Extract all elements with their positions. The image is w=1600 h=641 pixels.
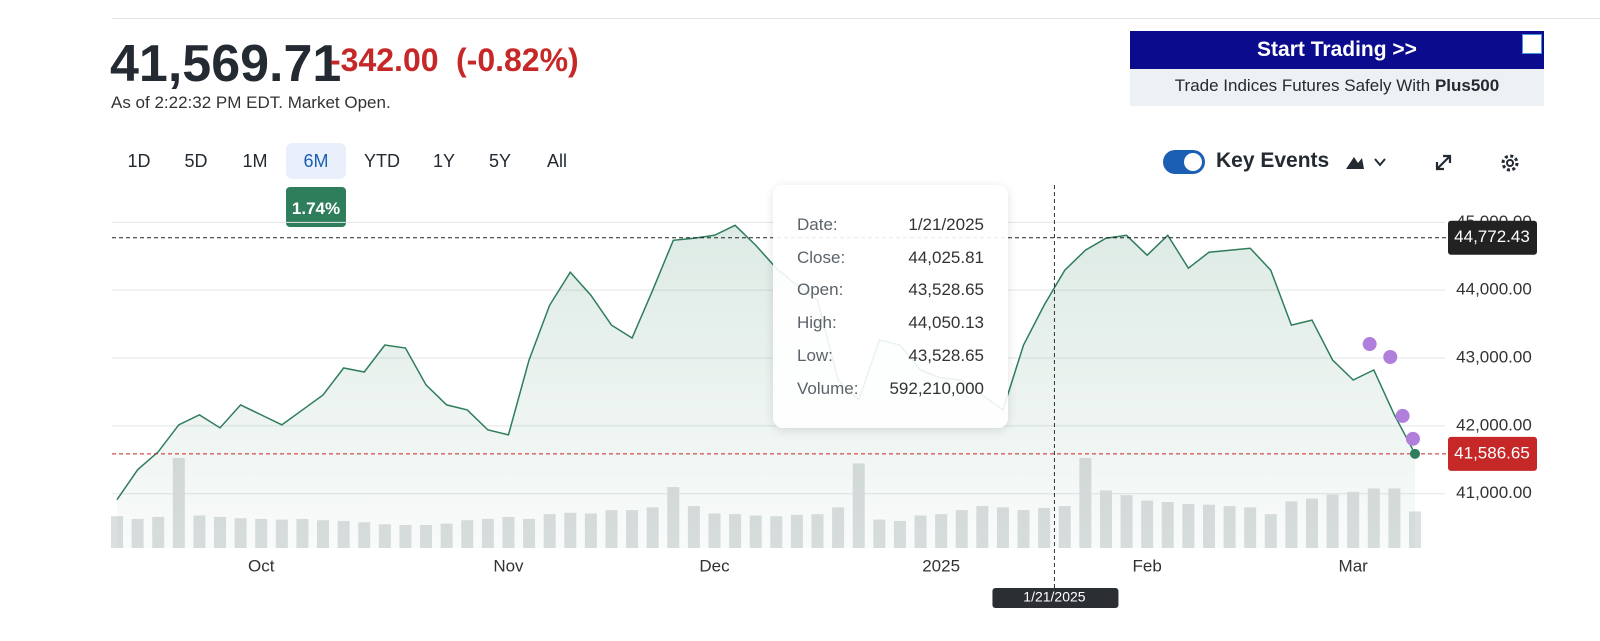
range-button[interactable]: 1Y: [432, 151, 456, 171]
event-marker[interactable]: [1362, 337, 1377, 352]
change: -342.00: [330, 42, 439, 78]
crosshair-label: 1/21/2025: [1023, 589, 1085, 605]
line: [116, 224, 1416, 501]
y-tick-label: 41,000.00: [1456, 483, 1532, 502]
x-tick-label: Feb: [1133, 556, 1162, 575]
tooltip-value: 44,025.81: [908, 247, 984, 267]
reference-badge: [1448, 436, 1537, 471]
ad-text: Trade Indices Futures Safely With: [1174, 76, 1431, 95]
tooltip-label: Close:: [797, 247, 846, 267]
tooltip-label: Low:: [797, 345, 833, 365]
ad-headline[interactable]: Start Trading >>: [1130, 31, 1544, 69]
ad-text-row[interactable]: Trade Indices Futures Safely With Plus50…: [1130, 69, 1544, 106]
range-button[interactable]: 1M: [242, 151, 268, 171]
y-tick-label: 43,000.00: [1456, 348, 1532, 367]
x-tick-label: Oct: [248, 556, 275, 575]
settings-icon-center[interactable]: [1506, 159, 1514, 167]
area: [117, 225, 1415, 549]
range-button[interactable]: 5Y: [488, 151, 512, 171]
event-marker[interactable]: [1383, 350, 1398, 365]
x-tick-label: Nov: [493, 556, 524, 575]
tooltip-value: 1/21/2025: [908, 215, 984, 234]
x-tick-label: Mar: [1339, 556, 1369, 575]
range-button[interactable]: 5D: [184, 151, 208, 171]
range-button[interactable]: 1D: [127, 151, 151, 171]
tooltip-label: Open:: [797, 280, 844, 300]
x-tick-label: Dec: [699, 556, 730, 575]
reference-label: 41,586.65: [1454, 443, 1530, 462]
tooltip-value: 43,528.65: [908, 345, 984, 365]
tooltip-label: Date:: [797, 215, 838, 234]
range-button[interactable]: 6M: [286, 143, 346, 179]
range-button[interactable]: All: [546, 151, 567, 171]
tooltip-value: 43,528.65: [908, 280, 984, 300]
divider: [112, 18, 1600, 19]
tooltip-value: 44,050.13: [908, 313, 984, 333]
key-events-label: Key Events: [1216, 149, 1330, 172]
key-events-toggle[interactable]: [1163, 150, 1205, 174]
fullscreen-icon[interactable]: [1435, 154, 1452, 171]
y-tick-label: 42,000.00: [1456, 415, 1532, 434]
last-point: [1410, 448, 1420, 459]
reference-badge: [1448, 220, 1537, 255]
tooltip-label: High:: [797, 313, 837, 333]
ad-choices-icon[interactable]: [1522, 34, 1542, 54]
as-of: As of 2:22:32 PM EDT. Market Open.: [111, 93, 391, 112]
chart-type-caret[interactable]: [1374, 158, 1386, 167]
event-marker[interactable]: [1405, 431, 1420, 446]
chart-type-icon[interactable]: [1346, 157, 1364, 169]
range-button[interactable]: YTD: [364, 151, 400, 171]
crosshair-badge: [992, 588, 1119, 608]
tooltip-label: Volume:: [797, 378, 859, 398]
ad-brand: Plus500: [1434, 76, 1500, 95]
tooltip-value: 592,210,000: [889, 378, 984, 398]
settings-icon[interactable]: [1501, 154, 1519, 172]
tooltip: Date: 1/21/2025 Close: 44,025.81 Open: 43,528…: [773, 185, 1008, 428]
event-marker[interactable]: [1395, 408, 1410, 423]
price: 41,569.71: [110, 35, 342, 93]
y-tick-label: 44,000.00: [1456, 280, 1532, 299]
reference-label: 44,772.43: [1454, 227, 1530, 246]
x-tick-label: 2025: [922, 556, 960, 575]
change-pct: (-0.82%): [456, 42, 579, 78]
range-badge: 1.74%: [286, 187, 346, 227]
